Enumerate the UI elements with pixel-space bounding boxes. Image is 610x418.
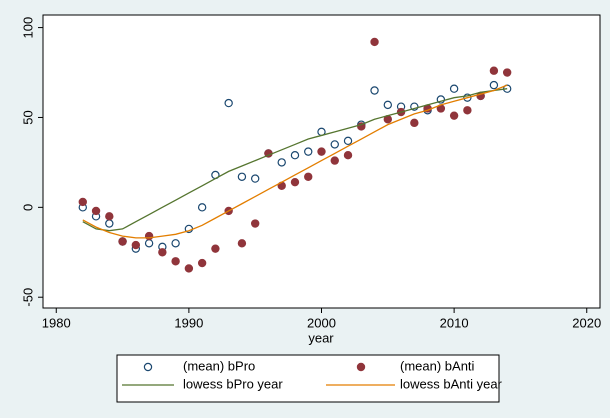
point: [78, 197, 87, 207]
x-tick-label: 1990: [174, 315, 203, 330]
point: [383, 100, 393, 110]
y-tick-label: -50: [20, 288, 35, 307]
x-tick-label: 2000: [307, 315, 336, 330]
point: [197, 258, 207, 268]
point: [343, 136, 353, 146]
point: [171, 239, 180, 248]
point: [91, 206, 101, 216]
point: [211, 244, 220, 253]
point: [277, 158, 286, 167]
y-tick-label: 50: [20, 110, 35, 124]
point: [463, 93, 472, 102]
point: [370, 37, 379, 47]
point: [449, 111, 459, 120]
point: [290, 177, 300, 187]
point: [449, 84, 459, 93]
lowess-line: [82, 88, 508, 232]
point: [197, 203, 207, 212]
legend-label: lowess bAnti year: [400, 376, 503, 391]
x-tick-label: 1980: [42, 315, 71, 330]
point: [410, 118, 419, 128]
y-tick-label: 100: [20, 17, 35, 39]
point: [158, 248, 167, 257]
legend-label: lowess bPro year: [183, 376, 283, 391]
point: [224, 98, 233, 108]
legend-label: (mean) bPro: [183, 358, 255, 373]
x-tick-label: 2010: [440, 315, 469, 330]
point: [105, 212, 114, 221]
plot-area: [42, 14, 601, 309]
lowess-line: [82, 84, 508, 239]
legend-symbol: [356, 362, 366, 372]
point: [184, 264, 194, 273]
legend: [116, 354, 500, 403]
point: [118, 237, 127, 246]
point: [330, 140, 339, 149]
point: [304, 172, 313, 181]
point: [489, 80, 499, 90]
point: [330, 156, 339, 165]
x-tick-label: 2020: [572, 315, 601, 330]
point: [436, 95, 446, 104]
point: [304, 147, 313, 156]
point: [502, 68, 512, 77]
point: [144, 231, 154, 241]
point: [317, 147, 326, 156]
point: [410, 102, 419, 111]
legend-symbol: [143, 362, 153, 372]
point: [237, 172, 247, 181]
point: [370, 86, 379, 95]
point: [237, 239, 247, 248]
legend-label: (mean) bAnti: [400, 358, 475, 373]
point: [171, 257, 180, 266]
x-axis-label: year: [308, 330, 334, 345]
point: [290, 151, 300, 160]
point: [131, 240, 141, 250]
point: [489, 66, 499, 75]
point: [250, 174, 260, 183]
point: [250, 219, 260, 228]
point: [343, 151, 353, 160]
point: [463, 106, 472, 115]
y-tick-label: 0: [20, 204, 35, 211]
